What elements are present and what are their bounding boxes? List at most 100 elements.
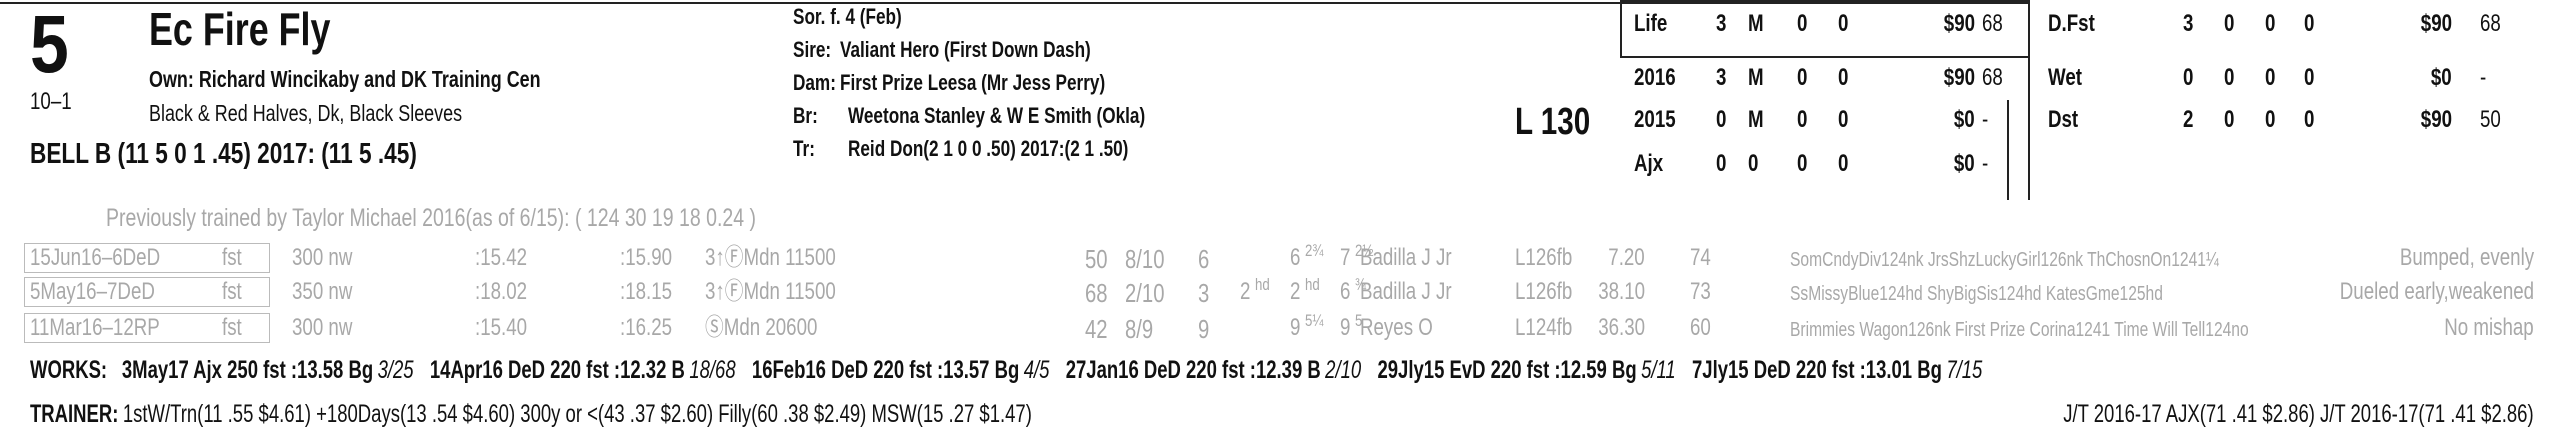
stat-cell: 0 bbox=[1748, 150, 1759, 177]
pp-race: 3↑ⒻMdn 11500 bbox=[705, 278, 836, 305]
pp-frac1: :15.40 bbox=[475, 314, 528, 341]
stat-cell: 0 bbox=[2224, 106, 2235, 133]
pp-odds: 38.10 bbox=[1598, 278, 1645, 305]
pp-index: 60 bbox=[1690, 314, 1711, 341]
stat-cell: 0 bbox=[2224, 10, 2235, 37]
pp-cond: fst bbox=[222, 314, 242, 341]
top-rule bbox=[0, 2, 2030, 4]
work-text: 29Jly15 EvD 220 fst :12.59 Bg bbox=[1377, 356, 1637, 384]
pp-frac2: :18.15 bbox=[620, 278, 673, 305]
stats-divider bbox=[2028, 0, 2030, 200]
stat-cell: $90 bbox=[1943, 10, 1975, 37]
pp-date: 5May16–7DeD bbox=[30, 278, 155, 305]
owner: Own: Richard Wincikaby and DK Training C… bbox=[149, 66, 541, 92]
pp-frac1: :15.42 bbox=[475, 244, 528, 271]
work-rank: 4/5 bbox=[1023, 356, 1050, 384]
pp-fin: 6 bbox=[1340, 278, 1351, 305]
stat-cell: 0 bbox=[1797, 64, 1808, 91]
stat-cell: $0 bbox=[1954, 150, 1975, 177]
stat-cell: 0 bbox=[1838, 150, 1849, 177]
breeding-text: Valiant Hero (First Down Dash) bbox=[840, 37, 1091, 62]
work-text: 3May17 Ajx 250 fst :13.58 Bg bbox=[121, 356, 374, 384]
stat-cell: 68 bbox=[2480, 10, 2501, 37]
work-rank: 5/11 bbox=[1641, 356, 1676, 384]
sex-age: Sor. f. 4 (Feb) bbox=[793, 4, 902, 29]
works-line: WORKS: 3May17 Ajx 250 fst :13.58 Bg 3/25 14… bbox=[30, 358, 1999, 383]
date-box bbox=[24, 313, 270, 343]
pp-speed: 68 bbox=[1085, 278, 1108, 308]
stat-cell: 0 bbox=[1797, 106, 1808, 133]
pp-index: 74 bbox=[1690, 244, 1711, 271]
pp-str: 2 bbox=[1290, 278, 1301, 305]
pp-str: 9 bbox=[1290, 314, 1301, 341]
stat-cell: M bbox=[1748, 10, 1764, 37]
date-box bbox=[24, 277, 270, 307]
stat-cell: 0 bbox=[2183, 64, 2194, 91]
pp-pp: 8/9 bbox=[1125, 314, 1154, 344]
stat-cell: - bbox=[1982, 106, 1989, 133]
stat-cell: Wet bbox=[2048, 64, 2082, 91]
jockey-trainer-stats: J/T 2016-17 AJX(71 .41 $2.86) J/T 2016-1… bbox=[2063, 400, 2534, 428]
stat-cell: 0 bbox=[1838, 64, 1849, 91]
work-text: 7Jly15 DeD 220 fst :13.01 Bg bbox=[1692, 356, 1942, 384]
work-rank: 3/25 bbox=[377, 356, 414, 384]
pp-top: SsMissyBlue124hd ShyBigSis124hd KatesGme… bbox=[1790, 283, 2163, 305]
stat-cell: 2016 bbox=[1634, 64, 1676, 91]
stat-cell: 50 bbox=[2480, 106, 2501, 133]
pp-start: 9 bbox=[1198, 314, 1210, 344]
jockey: BELL B (11 5 0 1 .45) 2017: (11 5 .45) bbox=[30, 138, 417, 170]
pp-call-margin: hd bbox=[1255, 275, 1270, 294]
pp-fin: 9 bbox=[1340, 314, 1351, 341]
stat-cell: M bbox=[1748, 64, 1764, 91]
stat-cell: 0 bbox=[1838, 10, 1849, 37]
pp-index: 73 bbox=[1690, 278, 1711, 305]
stat-cell: 0 bbox=[1797, 150, 1808, 177]
stat-cell: 3 bbox=[2183, 10, 2194, 37]
date-box bbox=[24, 243, 270, 273]
pp-str: 6 bbox=[1290, 244, 1301, 271]
pp-call: 2 bbox=[1240, 278, 1251, 305]
pp-fin-margin: ¾ bbox=[1355, 275, 1367, 294]
work-rank: 18/68 bbox=[689, 356, 736, 384]
trainer-line: TRAINER: 1stW/Trn(11 .55 $4.61) +180Days(… bbox=[30, 402, 1036, 427]
pp-speed: 42 bbox=[1085, 314, 1108, 344]
pp-date: 11Mar16–12RP bbox=[30, 314, 160, 341]
stat-cell: 0 bbox=[2304, 64, 2315, 91]
pp-fin: 7 bbox=[1340, 244, 1351, 271]
pp-date: 15Jun16–6DeD bbox=[30, 244, 161, 271]
pp-dist: 300 nw bbox=[292, 314, 353, 341]
pp-dist: 300 nw bbox=[292, 244, 353, 271]
breeding-label: Tr: bbox=[793, 136, 815, 161]
stat-cell: Ajx bbox=[1634, 150, 1664, 177]
morning-line-odds: 10–1 bbox=[30, 88, 72, 115]
pp-start: 3 bbox=[1198, 278, 1210, 308]
horse-name: Ec Fire Fly bbox=[149, 3, 331, 55]
stat-cell: - bbox=[2480, 64, 2487, 91]
stat-cell: $0 bbox=[2431, 64, 2452, 91]
breeding-text: Reid Don(2 1 0 0 .50) 2017:(2 1 .50) bbox=[848, 136, 1129, 161]
pp-wt: L124fb bbox=[1515, 314, 1573, 341]
pp-comment: No mishap bbox=[2444, 314, 2534, 341]
breeding-text: Weetona Stanley & W E Smith (Okla) bbox=[848, 103, 1146, 128]
stat-cell: 0 bbox=[2304, 10, 2315, 37]
work-text: 14Apr16 DeD 220 fst :12.32 B bbox=[429, 356, 685, 384]
work-rank: 7/15 bbox=[1946, 356, 1983, 384]
trainer-stats: 1stW/Trn(11 .55 $4.61) +180Days(13 .54 $… bbox=[122, 400, 1032, 428]
stat-cell: 0 bbox=[2304, 106, 2315, 133]
pp-fin-margin: 2½ bbox=[1355, 241, 1374, 260]
pp-top: SomCndyDiv124nk JrsShzLuckyGirl126nk ThC… bbox=[1790, 249, 2219, 271]
pp-wt: L126fb bbox=[1515, 278, 1573, 305]
stat-cell: 0 bbox=[1838, 106, 1849, 133]
pp-start: 6 bbox=[1198, 244, 1210, 274]
works-label: WORKS: bbox=[30, 356, 108, 384]
stat-cell: $90 bbox=[2420, 106, 2452, 133]
breeding-label: Sire: bbox=[793, 37, 832, 62]
pp-odds: 7.20 bbox=[1608, 244, 1645, 271]
stat-cell: Life bbox=[1634, 10, 1668, 37]
breeding-label: Br: bbox=[793, 103, 818, 128]
pp-pp: 2/10 bbox=[1125, 278, 1165, 308]
weight: L 130 bbox=[1515, 101, 1591, 143]
pp-str-margin: hd bbox=[1305, 275, 1320, 294]
stat-cell: 0 bbox=[1716, 106, 1727, 133]
